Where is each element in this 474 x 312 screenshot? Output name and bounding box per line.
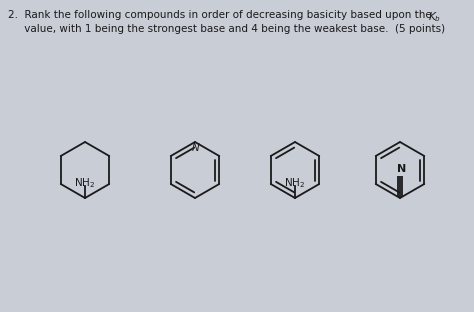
Text: 2.  Rank the following compounds in order of decreasing basicity based upon the: 2. Rank the following compounds in order… [8,10,435,20]
Text: NH$_2$: NH$_2$ [74,176,95,190]
Text: NH$_2$: NH$_2$ [284,176,305,190]
Text: value, with 1 being the strongest base and 4 being the weakest base.  (5 points): value, with 1 being the strongest base a… [8,24,445,34]
Text: $K_b$: $K_b$ [428,10,441,24]
Text: N: N [192,143,200,153]
Text: N: N [397,164,406,174]
